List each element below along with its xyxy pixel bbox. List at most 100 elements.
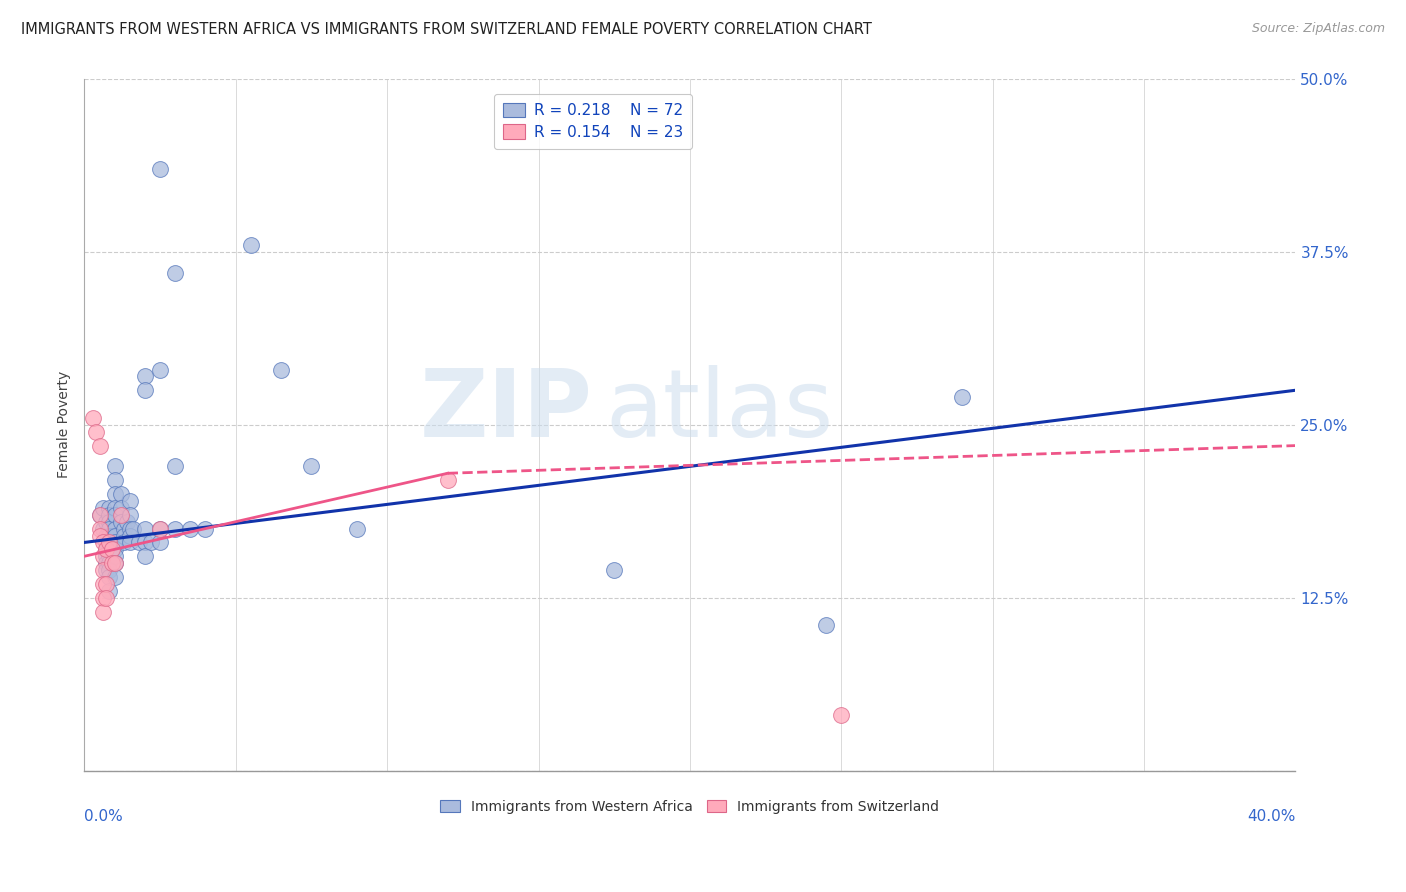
Point <box>118 528 141 542</box>
Point <box>112 535 135 549</box>
Point <box>194 522 217 536</box>
Point <box>100 556 122 570</box>
Point <box>94 556 117 570</box>
Point <box>104 542 127 557</box>
Point <box>104 508 127 522</box>
Point <box>97 542 120 557</box>
Point <box>149 522 172 536</box>
Point <box>100 542 122 557</box>
Legend: R = 0.218    N = 72, R = 0.154    N = 23: R = 0.218 N = 72, R = 0.154 N = 23 <box>494 94 692 149</box>
Point <box>97 563 120 577</box>
Point <box>165 266 187 280</box>
Point <box>91 549 114 564</box>
Point <box>118 494 141 508</box>
Point <box>97 556 120 570</box>
Point <box>89 439 111 453</box>
Point <box>94 577 117 591</box>
Point <box>104 459 127 474</box>
Point <box>104 556 127 570</box>
Point <box>346 522 368 536</box>
Point <box>97 583 120 598</box>
Point <box>94 535 117 549</box>
Point <box>112 528 135 542</box>
Point <box>94 542 117 557</box>
Point <box>134 369 156 384</box>
Point <box>128 535 150 549</box>
Point <box>165 522 187 536</box>
Text: 40.0%: 40.0% <box>1247 809 1295 823</box>
Text: 0.0%: 0.0% <box>84 809 124 823</box>
Point <box>118 508 141 522</box>
Point <box>104 528 127 542</box>
Point <box>86 425 108 439</box>
Point <box>94 591 117 605</box>
Point <box>110 508 132 522</box>
Point <box>436 473 458 487</box>
Point <box>97 528 120 542</box>
Point <box>100 528 122 542</box>
Point <box>110 487 132 501</box>
Point <box>104 487 127 501</box>
Point <box>97 535 120 549</box>
Point <box>97 508 120 522</box>
Point <box>97 535 120 549</box>
Point <box>91 563 114 577</box>
Point <box>270 362 292 376</box>
Point <box>104 570 127 584</box>
Point <box>603 563 626 577</box>
Point <box>91 535 114 549</box>
Text: ZIP: ZIP <box>420 365 593 457</box>
Point <box>89 522 111 536</box>
Point <box>94 549 117 564</box>
Point <box>110 515 132 529</box>
Point <box>134 384 156 398</box>
Point <box>830 708 852 723</box>
Point <box>110 500 132 515</box>
Point <box>100 542 122 557</box>
Point <box>165 459 187 474</box>
Point <box>301 459 323 474</box>
Point <box>118 535 141 549</box>
Point <box>91 591 114 605</box>
Point <box>104 549 127 564</box>
Text: atlas: atlas <box>605 365 834 457</box>
Point <box>104 500 127 515</box>
Point <box>97 522 120 536</box>
Point <box>94 563 117 577</box>
Point <box>815 618 838 632</box>
Text: IMMIGRANTS FROM WESTERN AFRICA VS IMMIGRANTS FROM SWITZERLAND FEMALE POVERTY COR: IMMIGRANTS FROM WESTERN AFRICA VS IMMIGR… <box>21 22 872 37</box>
Point <box>134 549 156 564</box>
Point <box>94 528 117 542</box>
Point <box>121 522 143 536</box>
Point <box>89 508 111 522</box>
Point <box>91 577 114 591</box>
Point <box>89 508 111 522</box>
Point <box>91 605 114 619</box>
Point <box>104 535 127 549</box>
Point <box>134 535 156 549</box>
Point <box>112 522 135 536</box>
Point <box>139 535 162 549</box>
Point <box>179 522 201 536</box>
Point <box>94 542 117 557</box>
Point <box>97 549 120 564</box>
Point <box>952 390 974 404</box>
Point <box>134 522 156 536</box>
Point <box>89 528 111 542</box>
Point <box>149 522 172 536</box>
Point <box>104 556 127 570</box>
Point <box>91 522 114 536</box>
Point <box>104 473 127 487</box>
Point <box>149 362 172 376</box>
Point <box>239 238 262 252</box>
Point <box>94 515 117 529</box>
Point <box>149 535 172 549</box>
Point <box>115 515 138 529</box>
Text: Source: ZipAtlas.com: Source: ZipAtlas.com <box>1251 22 1385 36</box>
Point <box>97 515 120 529</box>
Point <box>91 500 114 515</box>
Point <box>118 522 141 536</box>
Point <box>104 522 127 536</box>
Y-axis label: Female Poverty: Female Poverty <box>58 371 72 478</box>
Point <box>82 411 104 425</box>
